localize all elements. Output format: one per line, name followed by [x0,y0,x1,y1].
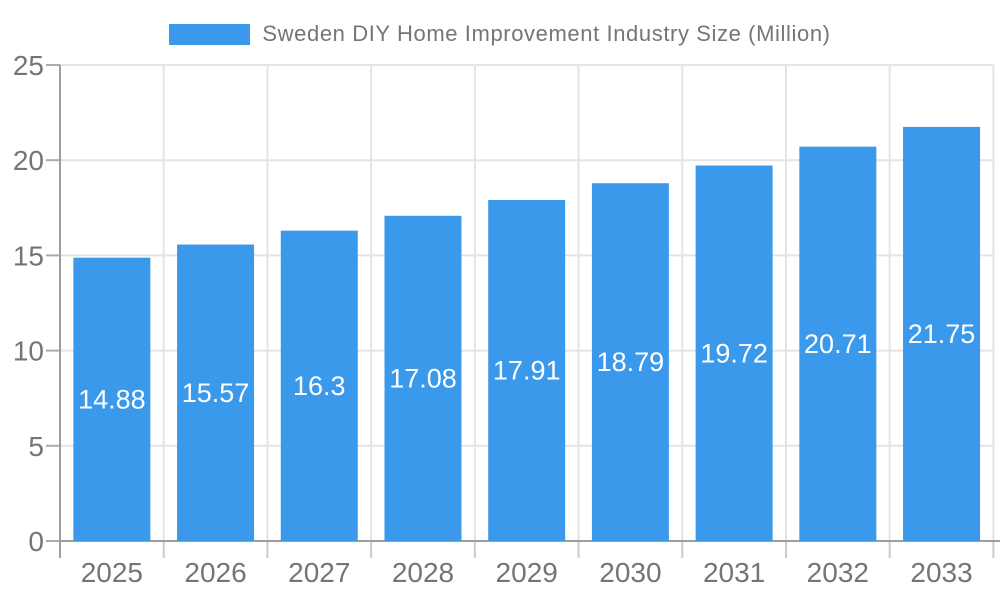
y-axis-tick-label: 15 [13,240,44,271]
bar-value-label: 17.08 [389,363,457,393]
y-axis-tick-label: 25 [13,50,44,81]
legend-swatch [169,23,251,45]
x-axis-tick-label: 2028 [392,557,454,588]
chart-title: Sweden DIY Home Improvement Industry Siz… [262,21,831,46]
bar [695,165,773,542]
x-axis-tick-label: 2030 [599,557,661,588]
bar-value-label: 19.72 [700,338,768,368]
x-axis-tick-label: 2033 [910,557,972,588]
bar-value-label: 21.75 [908,319,976,349]
legend-item[interactable]: Sweden DIY Home Improvement Industry Siz… [0,21,1000,47]
bar [591,183,669,541]
bar [280,230,358,541]
x-axis-tick-label: 2031 [703,557,765,588]
x-axis-tick-label: 2032 [807,557,869,588]
bar-value-label: 17.91 [493,355,561,385]
x-axis-tick-label: 2027 [288,557,350,588]
bar-value-label: 14.88 [78,384,146,414]
y-axis-tick-label: 0 [28,526,44,557]
bar-value-label: 18.79 [597,347,665,377]
y-axis-tick-label: 10 [13,336,44,367]
x-axis-tick-label: 2026 [184,557,246,588]
x-axis-tick-label: 2029 [496,557,558,588]
x-axis-tick-label: 2025 [81,557,143,588]
bar-value-label: 16.3 [293,371,346,401]
bar-value-label: 15.57 [182,378,250,408]
bar-value-label: 20.71 [804,329,872,359]
bar [903,126,981,541]
bar [488,199,566,542]
bar [73,257,151,541]
y-axis-tick-label: 5 [28,431,44,462]
bar [177,244,255,542]
bar [799,146,877,542]
bar [384,215,462,541]
y-axis-tick-label: 20 [13,145,44,176]
